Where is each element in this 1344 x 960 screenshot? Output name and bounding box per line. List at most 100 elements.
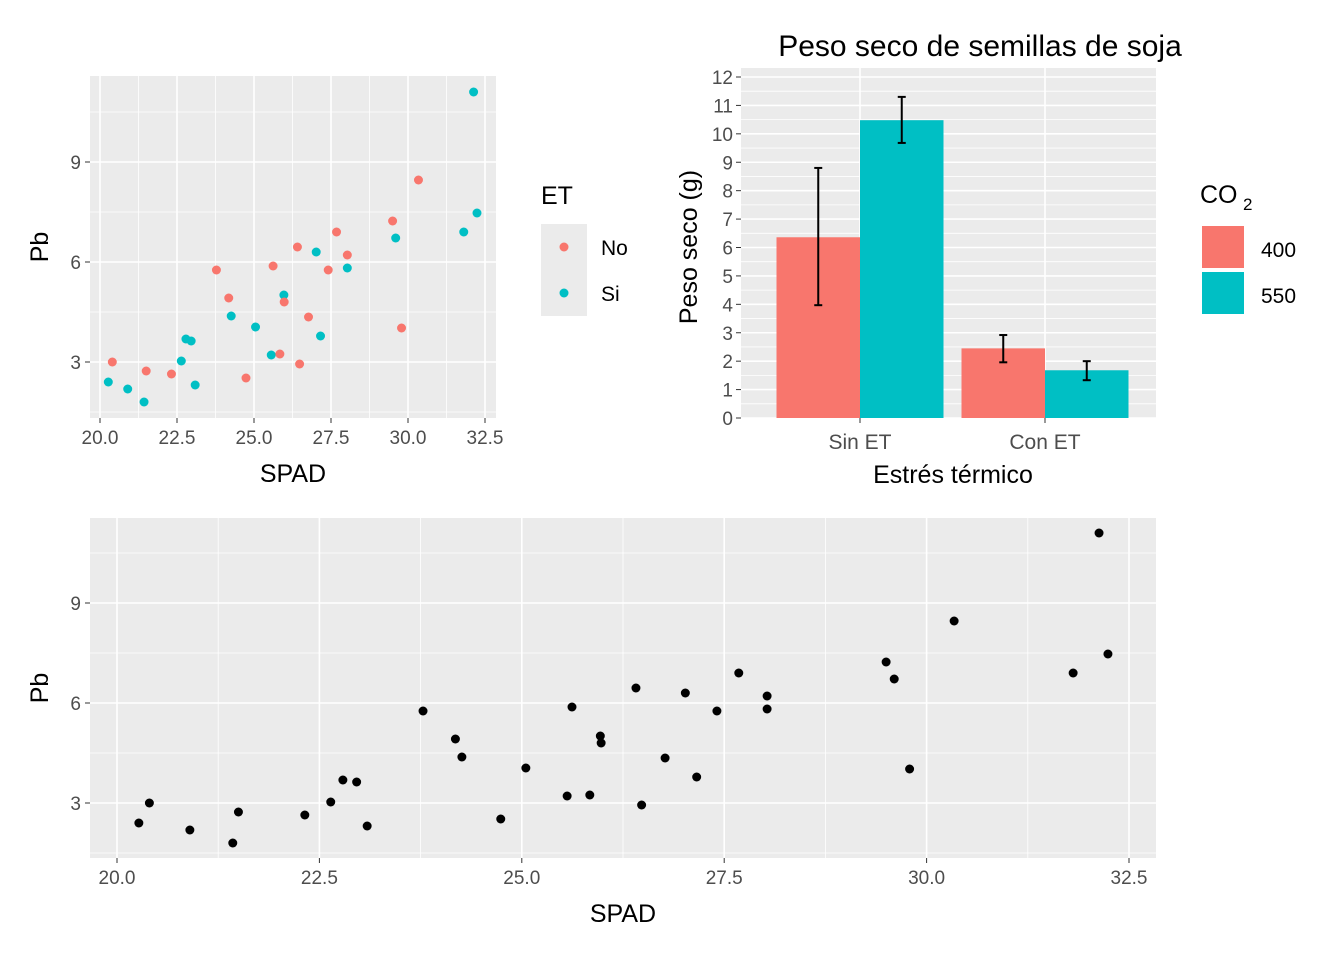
data-point bbox=[472, 208, 482, 218]
data-point bbox=[323, 265, 333, 275]
legend-title: ET bbox=[541, 182, 573, 210]
data-point bbox=[186, 336, 196, 346]
data-point bbox=[362, 821, 372, 831]
data-point bbox=[268, 261, 278, 271]
y-tick-label: 9 bbox=[722, 153, 733, 174]
y-tick-label: 3 bbox=[70, 353, 81, 374]
y-tick-label: 6 bbox=[722, 239, 733, 260]
data-point bbox=[139, 397, 149, 407]
x-axis-title: SPAD bbox=[260, 460, 326, 488]
data-point bbox=[1094, 528, 1104, 538]
data-point bbox=[585, 790, 595, 800]
data-point bbox=[1068, 668, 1078, 678]
data-point bbox=[397, 323, 407, 333]
y-axis-title: Peso seco (g) bbox=[675, 170, 703, 324]
data-point bbox=[144, 798, 154, 808]
data-point bbox=[521, 763, 531, 773]
y-tick-label: 7 bbox=[722, 210, 733, 231]
y-tick-label: 2 bbox=[722, 352, 733, 373]
y-tick-label: 5 bbox=[722, 267, 733, 288]
x-tick-label: Con ET bbox=[1009, 431, 1080, 454]
x-tick-label: 32.5 bbox=[1111, 868, 1148, 889]
data-point bbox=[134, 818, 144, 828]
y-tick-label: 4 bbox=[722, 295, 733, 316]
x-tick-label: 22.5 bbox=[159, 428, 196, 449]
scatter-panel-colored: 20.0 22.5 25.0 27.5 30.0 32.5 3 6 9 SPAD Pb bbox=[26, 76, 503, 488]
x-tick-label: 27.5 bbox=[706, 868, 743, 889]
data-point bbox=[469, 87, 479, 97]
legend-title: CO bbox=[1200, 181, 1238, 209]
legend-label: No bbox=[601, 237, 628, 260]
data-point bbox=[450, 734, 460, 744]
y-tick-label: 6 bbox=[70, 694, 81, 715]
y-tick-label: 6 bbox=[70, 253, 81, 274]
data-point bbox=[338, 775, 348, 785]
data-point bbox=[166, 369, 176, 379]
x-tick-label: 27.5 bbox=[313, 428, 350, 449]
data-point bbox=[226, 311, 236, 321]
data-point bbox=[457, 752, 467, 762]
data-point bbox=[266, 350, 276, 360]
data-point bbox=[352, 777, 362, 787]
y-tick-label: 0 bbox=[722, 409, 733, 430]
chart-title: Peso seco de semillas de soja bbox=[778, 30, 1182, 63]
data-point bbox=[413, 175, 423, 185]
data-point bbox=[562, 791, 572, 801]
x-tick-label: 25.0 bbox=[236, 428, 273, 449]
y-tick-label: 3 bbox=[70, 794, 81, 815]
data-point bbox=[631, 683, 641, 693]
data-point bbox=[185, 825, 195, 835]
data-point bbox=[123, 384, 133, 394]
x-axis-title: SPAD bbox=[590, 900, 656, 928]
data-point bbox=[107, 357, 117, 367]
data-point bbox=[595, 731, 605, 741]
legend-key bbox=[1200, 270, 1246, 316]
data-point bbox=[279, 290, 289, 300]
data-point bbox=[418, 706, 428, 716]
data-point bbox=[295, 359, 305, 369]
y-tick-label: 9 bbox=[70, 153, 81, 174]
data-point bbox=[342, 250, 352, 260]
y-tick-label: 12 bbox=[712, 68, 733, 89]
data-point bbox=[224, 293, 234, 303]
data-point bbox=[712, 706, 722, 716]
data-point bbox=[637, 800, 647, 810]
error-bar bbox=[999, 334, 1008, 364]
y-tick-label: 1 bbox=[722, 381, 733, 402]
x-tick-label: 20.0 bbox=[99, 868, 136, 889]
scatter-panel-black: 20.0 22.5 25.0 27.5 30.0 32.5 3 6 9 SPAD Pb bbox=[26, 518, 1156, 928]
data-point bbox=[228, 838, 238, 848]
data-point bbox=[141, 366, 151, 376]
data-point bbox=[279, 297, 289, 307]
data-point bbox=[496, 814, 506, 824]
legend-title-subscript: 2 bbox=[1243, 195, 1252, 214]
data-point bbox=[567, 702, 577, 712]
error-bar bbox=[1082, 360, 1091, 382]
y-tick-label: 10 bbox=[712, 125, 733, 146]
data-point bbox=[391, 233, 401, 243]
legend-label: 400 bbox=[1261, 239, 1296, 262]
data-point bbox=[103, 377, 113, 387]
data-point bbox=[660, 753, 670, 763]
legend-co2: CO 2 400 550 bbox=[1200, 181, 1296, 316]
data-point bbox=[300, 810, 310, 820]
x-axis-title: Estrés térmico bbox=[873, 461, 1033, 489]
error-bar bbox=[897, 95, 906, 144]
legend-key bbox=[1200, 224, 1246, 270]
bar-550-0 bbox=[860, 120, 944, 419]
y-tick-label: 3 bbox=[722, 324, 733, 345]
x-tick-label: Sin ET bbox=[828, 431, 891, 454]
data-point bbox=[596, 738, 606, 748]
data-point bbox=[680, 688, 690, 698]
data-point bbox=[734, 668, 744, 678]
x-tick-label: 30.0 bbox=[908, 868, 945, 889]
y-tick-label: 11 bbox=[713, 96, 733, 117]
legend-label: Si bbox=[601, 283, 620, 306]
x-tick-label: 32.5 bbox=[467, 428, 504, 449]
y-tick-label: 9 bbox=[70, 594, 81, 615]
data-point bbox=[905, 764, 915, 774]
legend-point bbox=[559, 242, 569, 252]
data-point bbox=[326, 797, 336, 807]
data-point bbox=[292, 242, 302, 252]
